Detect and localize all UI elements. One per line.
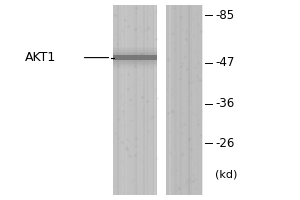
Bar xyxy=(154,5,156,195)
Bar xyxy=(205,1,298,199)
Text: AKT1: AKT1 xyxy=(25,51,56,64)
Bar xyxy=(175,5,177,195)
Bar xyxy=(113,47,158,69)
Bar xyxy=(134,5,136,195)
Text: -36: -36 xyxy=(215,97,235,110)
Bar xyxy=(153,5,154,195)
Bar xyxy=(113,53,158,62)
Bar xyxy=(201,5,202,195)
Bar xyxy=(125,5,126,195)
Bar xyxy=(188,5,190,195)
Bar xyxy=(197,5,199,195)
Text: (kd): (kd) xyxy=(215,170,238,180)
Bar xyxy=(113,5,158,195)
Bar xyxy=(142,5,145,195)
Bar xyxy=(190,5,191,195)
Bar xyxy=(191,5,192,195)
Bar xyxy=(124,5,127,195)
Bar xyxy=(113,52,158,64)
Bar xyxy=(113,50,158,65)
Text: -47: -47 xyxy=(215,56,235,69)
Bar xyxy=(169,5,171,195)
Bar xyxy=(186,5,187,195)
Bar xyxy=(147,5,148,195)
Bar xyxy=(201,5,203,195)
Bar xyxy=(133,5,135,195)
Bar xyxy=(133,5,136,195)
Text: -85: -85 xyxy=(215,9,235,22)
Bar xyxy=(113,55,158,60)
Bar xyxy=(122,5,123,195)
Text: -26: -26 xyxy=(215,137,235,150)
Bar xyxy=(166,5,202,195)
Bar xyxy=(181,5,182,195)
Bar xyxy=(135,5,137,195)
Bar xyxy=(186,5,187,195)
Bar xyxy=(117,5,119,195)
Bar xyxy=(179,5,182,195)
Bar xyxy=(113,48,158,67)
